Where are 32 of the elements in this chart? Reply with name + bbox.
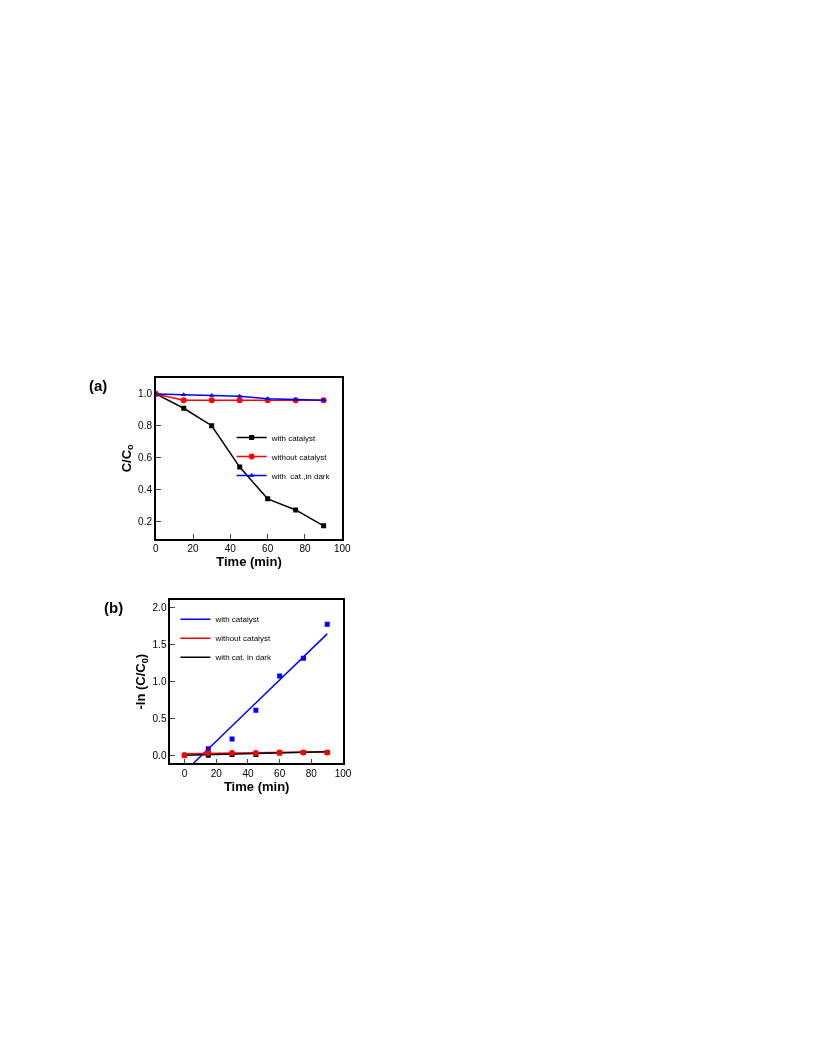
legend-label: with catalyst: [270, 433, 317, 443]
x-tick-label: 40: [224, 543, 237, 555]
x-tick-label: 80: [299, 543, 311, 555]
legend-label: with cat.,in dark: [270, 471, 331, 481]
legend-label: with cat. in dark: [214, 653, 272, 663]
x-tick-label: 100: [333, 543, 352, 555]
chart-title: (a): [89, 377, 108, 394]
legend-label: with catalyst: [214, 615, 260, 625]
y-tick-label: 2.0: [152, 601, 167, 613]
y-tick-label: 1.0: [152, 675, 167, 687]
chart-title: (b): [104, 599, 124, 616]
y-tick-label: 1.0: [138, 388, 153, 400]
y-tick-label: 0.5: [152, 712, 167, 724]
x-tick-label: 20: [187, 543, 200, 555]
x-tick-label: 20: [210, 768, 223, 780]
x-tick-label: 0: [181, 768, 188, 780]
y-tick-label: 0.2: [138, 515, 153, 527]
y-tick-label: 0.0: [152, 749, 167, 761]
x-axis-title: Time (min): [223, 779, 290, 795]
y-tick-label: 0.4: [138, 483, 153, 495]
x-tick-label: 80: [305, 768, 318, 780]
x-axis-title: Time (min): [216, 554, 282, 570]
x-tick-label: 100: [334, 768, 352, 780]
x-tick-label: 60: [262, 543, 274, 555]
x-tick-label: 60: [274, 768, 286, 780]
y-tick-label: 0.6: [138, 452, 153, 464]
x-tick-label: 0: [152, 543, 159, 555]
y-tick-label: 1.5: [152, 638, 167, 650]
y-tick-label: 0.8: [138, 420, 153, 432]
legend-label: without catalyst: [214, 634, 271, 644]
x-tick-label: 40: [242, 768, 254, 780]
legend-label: without catalyst: [270, 452, 328, 462]
